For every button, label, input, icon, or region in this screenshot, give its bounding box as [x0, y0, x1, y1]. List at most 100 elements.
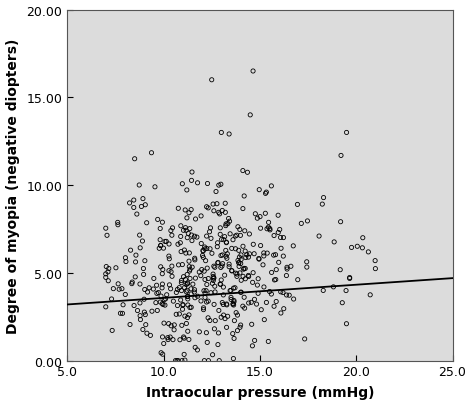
- Point: [242, 255, 250, 261]
- Point: [211, 326, 218, 332]
- Point: [194, 347, 201, 353]
- Point: [245, 273, 253, 280]
- Point: [205, 358, 212, 364]
- Point: [115, 286, 123, 293]
- Point: [185, 258, 193, 265]
- Point: [249, 343, 256, 349]
- Point: [230, 299, 238, 305]
- Point: [208, 77, 216, 84]
- Point: [156, 226, 164, 232]
- Point: [224, 251, 231, 257]
- Point: [270, 303, 278, 310]
- Point: [126, 200, 134, 207]
- Point: [177, 234, 185, 240]
- Point: [215, 182, 223, 189]
- Point: [191, 287, 198, 293]
- Point: [277, 310, 285, 316]
- Point: [148, 308, 156, 315]
- X-axis label: Intraocular pressure (mmHg): Intraocular pressure (mmHg): [146, 386, 374, 399]
- Point: [191, 295, 199, 301]
- Point: [185, 264, 193, 270]
- Point: [159, 281, 166, 288]
- Point: [186, 226, 194, 232]
- Point: [136, 245, 144, 252]
- Point: [211, 289, 219, 296]
- Point: [167, 286, 175, 292]
- Point: [265, 220, 272, 226]
- Point: [132, 252, 140, 259]
- Point: [261, 317, 268, 323]
- Point: [104, 269, 112, 275]
- Point: [240, 266, 247, 273]
- Point: [199, 247, 207, 254]
- Point: [132, 274, 139, 280]
- Point: [139, 326, 147, 333]
- Point: [218, 314, 225, 321]
- Point: [330, 239, 338, 245]
- Point: [234, 328, 241, 334]
- Point: [163, 292, 170, 298]
- Point: [210, 263, 218, 270]
- Point: [223, 324, 230, 331]
- Point: [153, 290, 160, 297]
- Point: [166, 282, 173, 288]
- Point: [346, 275, 354, 281]
- Point: [230, 298, 238, 304]
- Point: [235, 260, 243, 266]
- Point: [193, 234, 201, 241]
- Point: [103, 232, 111, 239]
- Point: [303, 264, 311, 271]
- Point: [180, 335, 188, 341]
- Point: [178, 358, 185, 364]
- Point: [183, 289, 190, 295]
- Point: [280, 306, 287, 312]
- Point: [165, 321, 172, 327]
- Point: [102, 226, 110, 232]
- Point: [226, 288, 234, 294]
- Point: [241, 228, 249, 234]
- Point: [297, 221, 305, 227]
- Point: [176, 285, 183, 291]
- Point: [180, 334, 187, 340]
- Point: [176, 337, 184, 343]
- Point: [364, 249, 372, 256]
- Point: [177, 280, 185, 286]
- Point: [213, 244, 221, 250]
- Point: [162, 239, 170, 245]
- Point: [114, 222, 122, 228]
- Point: [121, 292, 129, 298]
- Point: [110, 286, 117, 292]
- Point: [272, 277, 279, 283]
- Point: [136, 300, 144, 307]
- Point: [248, 321, 255, 328]
- Point: [342, 288, 350, 294]
- Point: [239, 243, 247, 250]
- Point: [277, 245, 285, 252]
- Point: [138, 204, 145, 210]
- Point: [200, 305, 207, 311]
- Point: [239, 303, 246, 310]
- Point: [215, 330, 222, 337]
- Point: [210, 275, 218, 281]
- Point: [234, 258, 242, 264]
- Point: [185, 250, 193, 256]
- Point: [185, 312, 193, 318]
- Point: [245, 251, 253, 258]
- Point: [294, 277, 302, 283]
- Point: [237, 257, 245, 263]
- Point: [277, 289, 285, 295]
- Point: [162, 296, 169, 303]
- Point: [136, 313, 144, 319]
- Point: [201, 358, 208, 364]
- Point: [259, 262, 267, 269]
- Point: [188, 178, 195, 184]
- Point: [240, 294, 248, 301]
- Point: [221, 315, 229, 322]
- Point: [209, 280, 216, 287]
- Point: [222, 254, 230, 260]
- Point: [182, 250, 190, 257]
- Point: [169, 273, 176, 280]
- Point: [142, 311, 149, 318]
- Point: [187, 207, 195, 213]
- Point: [371, 266, 379, 272]
